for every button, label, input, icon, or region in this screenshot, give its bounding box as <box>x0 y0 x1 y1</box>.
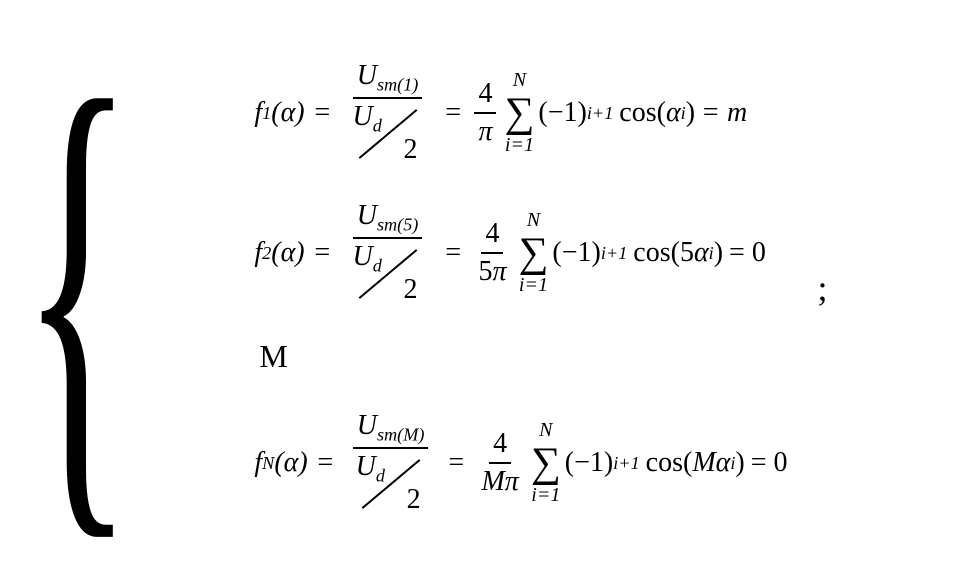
frac-numerator: Usm(M) <box>353 410 429 450</box>
f-subscript: 2 <box>262 243 271 264</box>
ud-sub: d <box>373 116 382 136</box>
u-sub: sm(M) <box>377 424 424 444</box>
coef-frac: 4 Mπ <box>477 428 522 498</box>
frac-numerator: Usm(5) <box>353 200 423 240</box>
f-arg: (α) <box>274 447 307 479</box>
ud-sym: U <box>353 241 373 272</box>
trailing-semicolon: ; <box>818 267 828 309</box>
coef-den: Mπ <box>477 464 522 498</box>
summation: N ∑ i=1 <box>504 69 534 157</box>
ud-sym: U <box>353 101 373 132</box>
diag-bot: 2 <box>407 484 421 516</box>
sum-symbol: ∑ <box>504 92 534 134</box>
equation-1: f1(α) = Usm(1) Ud 2 = 4 π N ∑ <box>254 58 787 168</box>
cos-alpha: α <box>716 447 731 479</box>
f-subscript: N <box>262 453 274 474</box>
equation-system: { f1(α) = Usm(1) Ud 2 = 4 π <box>20 20 960 556</box>
equals-2: = <box>447 447 466 479</box>
sum-upper: N <box>527 209 540 232</box>
diag-top: Ud <box>353 101 382 137</box>
f-symbol: f <box>254 237 262 269</box>
f-subscript: 1 <box>262 103 271 124</box>
cos-open: cos( <box>646 447 693 479</box>
diag-frac: Ud 2 <box>351 451 431 516</box>
equals-2: = <box>444 97 463 129</box>
fraction-U: Usm(5) Ud 2 <box>344 200 432 307</box>
cos-close: ) <box>714 237 723 269</box>
cos-open: cos(5 <box>633 237 694 269</box>
equals-2: = <box>444 237 463 269</box>
u-sym: U <box>357 60 377 91</box>
fraction-U: Usm(M) Ud 2 <box>347 410 435 517</box>
u-sym: U <box>357 200 377 231</box>
ud-sym: U <box>356 451 376 482</box>
frac-denominator: Ud 2 <box>347 449 435 516</box>
diag-bot: 2 <box>404 134 418 166</box>
fraction-U: Usm(1) Ud 2 <box>344 60 432 167</box>
ud-sub: d <box>376 466 385 486</box>
u-sym: U <box>357 410 377 441</box>
f-symbol: f <box>254 447 262 479</box>
sum-symbol: ∑ <box>518 232 548 274</box>
diag-top: Ud <box>356 451 385 487</box>
frac-denominator: Ud 2 <box>344 99 432 166</box>
u-sub: sm(5) <box>377 214 418 234</box>
diag-frac: Ud 2 <box>348 101 428 166</box>
cos-alpha: α <box>694 237 709 269</box>
rhs: = m <box>701 97 747 129</box>
neg-one-base: (−1) <box>538 97 586 129</box>
cos-M: M <box>692 447 715 479</box>
ellipsis-row: M <box>254 338 787 378</box>
diag-top: Ud <box>353 241 382 277</box>
neg-one-exp: i+1 <box>587 103 613 124</box>
cos-close: ) <box>686 97 695 129</box>
sum-lower: i=1 <box>531 484 560 507</box>
coef-frac: 4 π <box>474 78 496 148</box>
sum-upper: N <box>539 419 552 442</box>
coef-num: 4 <box>474 78 496 114</box>
coef-frac: 4 5π <box>474 218 510 288</box>
neg-one-base: (−1) <box>552 237 600 269</box>
sum-lower: i=1 <box>519 274 548 297</box>
equals-1: = <box>316 447 335 479</box>
left-brace: { <box>20 36 134 540</box>
f-arg: (α) <box>271 237 304 269</box>
ud-sub: d <box>373 256 382 276</box>
equals-1: = <box>313 97 332 129</box>
neg-one-exp: i+1 <box>601 243 627 264</box>
sum-symbol: ∑ <box>531 442 561 484</box>
f-symbol: f <box>254 97 262 129</box>
sum-upper: N <box>513 69 526 92</box>
summation: N ∑ i=1 <box>531 419 561 507</box>
u-sub: sm(1) <box>377 74 418 94</box>
equation-n: fN(α) = Usm(M) Ud 2 = 4 Mπ N ∑ <box>254 408 787 518</box>
summation: N ∑ i=1 <box>518 209 548 297</box>
diag-frac: Ud 2 <box>348 241 428 306</box>
rhs: = 0 <box>729 237 766 269</box>
frac-denominator: Ud 2 <box>344 239 432 306</box>
diag-bot: 2 <box>404 274 418 306</box>
coef-den: π <box>474 114 496 148</box>
coef-num: 4 <box>489 428 511 464</box>
rhs: = 0 <box>751 447 788 479</box>
coef-num: 4 <box>481 218 503 254</box>
coef-den: 5π <box>474 254 510 288</box>
equations-container: f1(α) = Usm(1) Ud 2 = 4 π N ∑ <box>254 58 787 518</box>
neg-one-base: (−1) <box>565 447 613 479</box>
neg-one-exp: i+1 <box>613 453 639 474</box>
frac-numerator: Usm(1) <box>353 60 423 100</box>
equals-1: = <box>313 237 332 269</box>
cos-open: cos( <box>619 97 666 129</box>
sum-lower: i=1 <box>505 134 534 157</box>
cos-alpha: α <box>666 97 681 129</box>
cos-close: ) <box>735 447 744 479</box>
f-arg: (α) <box>271 97 304 129</box>
equation-2: f2(α) = Usm(5) Ud 2 = 4 5π N ∑ <box>254 198 787 308</box>
